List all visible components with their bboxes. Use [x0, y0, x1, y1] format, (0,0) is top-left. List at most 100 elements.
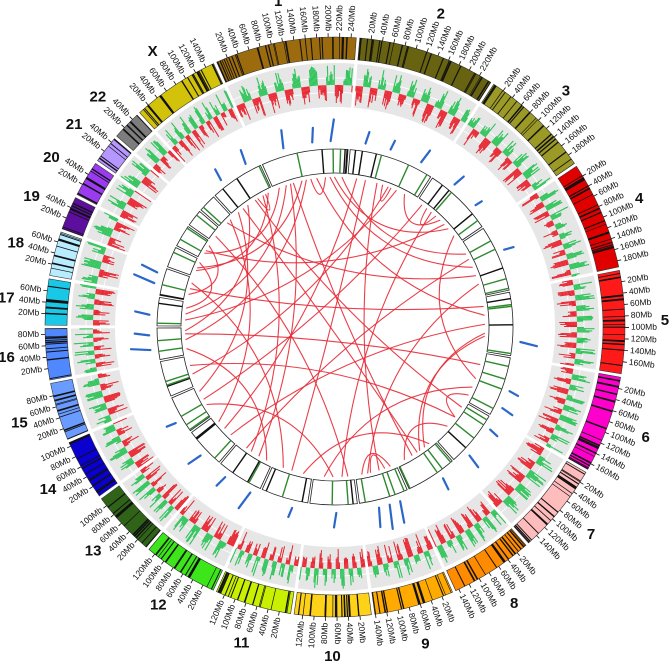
loss-bar	[181, 510, 185, 515]
loss-bar	[374, 549, 379, 566]
loss-bar	[376, 549, 381, 565]
link-arc	[254, 199, 463, 408]
cytoband-stripe	[580, 211, 602, 222]
gain-bar	[531, 182, 537, 187]
tick-label: 200Mb	[323, 5, 334, 31]
loss-bar	[559, 250, 565, 254]
marker-tick	[246, 460, 260, 483]
cytoband-stripe	[540, 497, 559, 513]
gain-bar	[490, 511, 502, 526]
loss-bar	[459, 524, 465, 532]
gain-bar	[170, 122, 185, 139]
gain-bar	[559, 416, 578, 425]
loss-bar	[109, 238, 116, 242]
gain-bar	[93, 393, 103, 398]
tick-mark	[200, 585, 204, 589]
loss-bar	[545, 222, 554, 227]
loss-bar	[175, 497, 187, 510]
gain-bar	[181, 123, 190, 134]
gain-bar	[244, 553, 250, 564]
loss-bar	[135, 454, 150, 465]
gain-bar	[290, 565, 293, 572]
loss-bar	[404, 537, 412, 557]
gain-bar	[263, 559, 269, 575]
loss-bar	[217, 532, 222, 539]
gain-bar	[136, 474, 144, 481]
loss-bar	[564, 270, 571, 273]
loss-bar	[443, 525, 452, 540]
gain-bar	[526, 474, 531, 479]
loss-bar	[286, 559, 289, 565]
marker-tick	[158, 347, 183, 352]
cytoband-stripe	[568, 185, 589, 198]
tick-mark	[607, 225, 612, 229]
cytoband-stripe	[77, 192, 98, 205]
loss-bar	[143, 177, 152, 185]
loss-bar	[534, 202, 544, 209]
gain-bar	[424, 87, 432, 103]
loss-bar	[271, 546, 276, 561]
loss-bar	[144, 176, 156, 185]
cytoband-stripe	[196, 71, 209, 92]
gain-bar	[91, 280, 98, 283]
gain-bar	[546, 442, 552, 447]
loss-bar	[541, 424, 555, 431]
marker-tick	[196, 214, 216, 231]
gain-bar	[398, 88, 401, 94]
ideogram-chr6	[568, 373, 621, 470]
gain-bar	[573, 286, 587, 290]
loss-bar	[549, 409, 562, 415]
line-track-mark	[441, 477, 450, 491]
gain-bar	[566, 252, 585, 259]
tick-label: 120Mb	[384, 617, 399, 645]
loss-bar	[123, 441, 131, 446]
loss-bar	[121, 211, 134, 219]
gain-bar	[179, 116, 192, 133]
loss-bar	[489, 494, 500, 506]
tick-mark	[573, 491, 578, 495]
gain-bar	[95, 225, 113, 234]
loss-bar	[129, 198, 143, 207]
loss-bar	[104, 396, 118, 402]
loss-bar	[435, 524, 446, 543]
gain-bar	[367, 82, 369, 88]
loss-bar	[481, 509, 488, 516]
hist-track-bg-22	[136, 134, 185, 183]
gain-bar	[554, 222, 561, 226]
loss-bar	[94, 354, 111, 358]
cytoband-stripe	[561, 469, 581, 483]
loss-bar	[427, 529, 437, 548]
gain-bar	[103, 424, 114, 430]
gain-bar	[369, 76, 373, 88]
loss-bar	[542, 412, 559, 421]
loss-bar	[128, 443, 146, 455]
loss-bar	[285, 89, 289, 101]
loss-bar	[399, 94, 403, 103]
cytoband-stripe	[206, 567, 217, 588]
loss-bar	[318, 553, 321, 569]
gain-bar	[493, 509, 507, 524]
gain-bar	[519, 482, 531, 493]
marker-tick	[296, 152, 303, 177]
loss-bar	[376, 553, 380, 566]
cytoband-stripe	[184, 556, 198, 576]
gain-bar	[151, 493, 160, 502]
loss-bar	[95, 292, 111, 297]
cytoband-stripe	[563, 175, 583, 188]
gain-bar	[576, 305, 590, 308]
marker-track-box-1	[261, 148, 349, 187]
loss-bar	[481, 504, 490, 514]
loss-bar	[186, 135, 191, 140]
gain-bar	[342, 568, 344, 589]
tick-mark	[568, 152, 572, 156]
loss-bar	[551, 242, 563, 248]
loss-bar	[199, 125, 208, 137]
gain-bar	[533, 185, 537, 189]
loss-bar	[100, 384, 114, 389]
gain-bar	[124, 191, 132, 197]
cytoband-stripe	[534, 133, 552, 150]
cytoband-stripe	[45, 340, 68, 344]
loss-bar	[319, 550, 322, 569]
gain-bar	[504, 142, 517, 155]
gain-bar	[560, 414, 577, 422]
